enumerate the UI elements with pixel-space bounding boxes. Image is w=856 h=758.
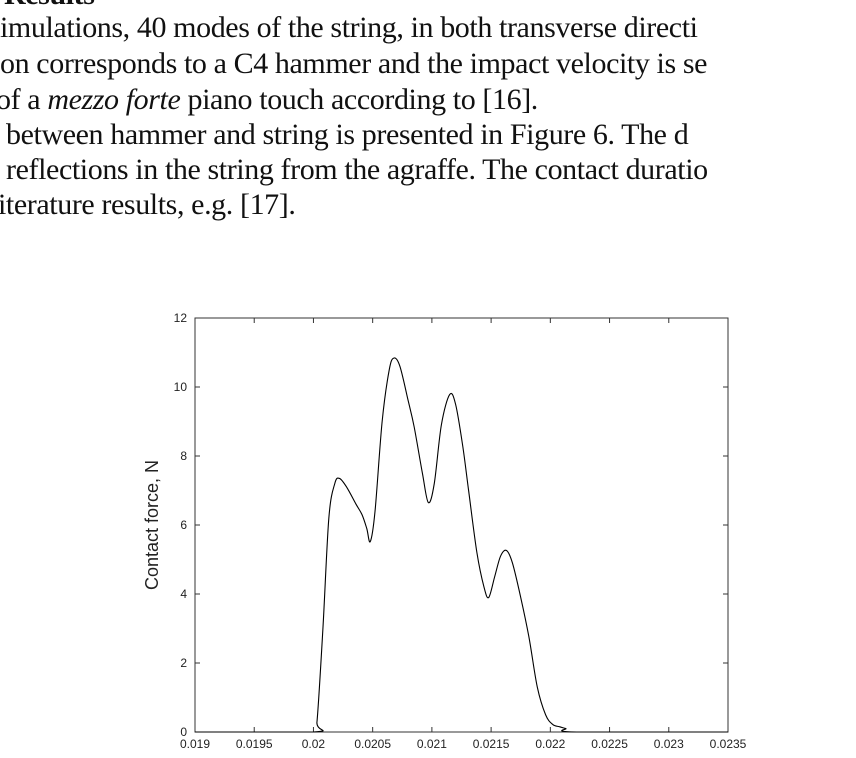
x-tick-label: 0.023 xyxy=(654,737,684,751)
italic-term: mezzo forte xyxy=(47,83,181,116)
x-tick-label: 0.0225 xyxy=(591,737,628,751)
plot-frame xyxy=(194,317,729,733)
y-tick-label: 2 xyxy=(180,656,187,670)
ticks: 0.019 0.0195 0.02 0.0205 0.021 0.0215 0.022 0.0… xyxy=(174,311,747,751)
y-tick-label: 6 xyxy=(180,518,187,532)
x-tick-label: 0.022 xyxy=(535,737,565,751)
y-tick-label: 0 xyxy=(180,725,187,739)
series-line xyxy=(195,357,728,733)
paragraph-line: of a mezzo forte piano touch according t… xyxy=(0,83,538,117)
axes xyxy=(194,317,729,733)
paragraph-line: reflections in the string from the agraf… xyxy=(6,153,708,186)
y-tick-label: 12 xyxy=(174,311,188,325)
text-run: piano touch according to [16]. xyxy=(180,83,539,116)
y-axis-label: Contact force, N xyxy=(142,460,162,590)
x-tick-label: 0.0235 xyxy=(710,737,747,751)
text-run: of a xyxy=(0,83,48,116)
paragraph-line: imulations, 40 modes of the string, in b… xyxy=(0,11,698,44)
section-heading: Results xyxy=(4,0,95,12)
y-tick-label: 10 xyxy=(174,380,188,394)
x-tick-label: 0.0195 xyxy=(236,737,273,751)
paragraph-line: on corresponds to a C4 hammer and the im… xyxy=(0,47,708,80)
x-tick-label: 0.0205 xyxy=(354,737,391,751)
y-tick-label: 8 xyxy=(180,449,187,463)
paragraph-line: between hammer and string is presented i… xyxy=(6,118,689,151)
y-tick-label: 4 xyxy=(180,587,187,601)
paragraph-line: iterature results, e.g. [17]. xyxy=(0,188,296,221)
x-tick-label: 0.02 xyxy=(302,737,326,751)
x-tick-label: 0.019 xyxy=(180,737,210,751)
x-tick-label: 0.0215 xyxy=(473,737,510,751)
x-tick-label: 0.021 xyxy=(417,737,447,751)
